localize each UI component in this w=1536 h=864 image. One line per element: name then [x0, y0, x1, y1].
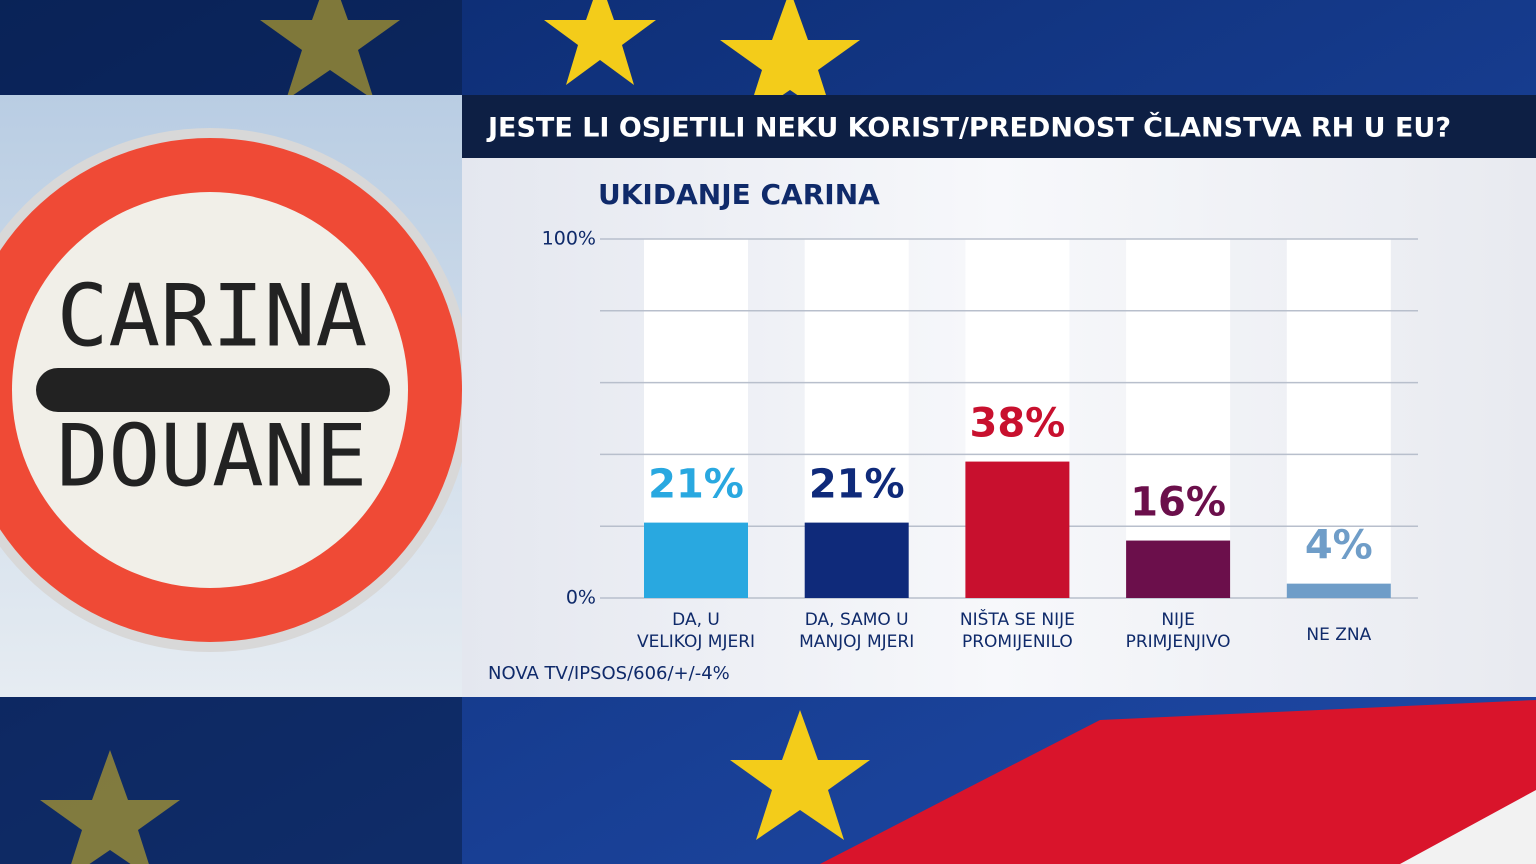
- sign-bar: [36, 368, 390, 412]
- value-label: 21%: [648, 462, 744, 508]
- value-label: 16%: [1130, 480, 1226, 526]
- x-tick-label: NIJE PRIMJENJIVO: [1125, 610, 1231, 652]
- x-tick-label: NIŠTA SE NIJE PROMIJENILO: [959, 610, 1075, 652]
- bar: [1286, 583, 1391, 598]
- bar: [965, 461, 1070, 598]
- value-label: 21%: [809, 462, 905, 508]
- bar-track: [1126, 239, 1231, 598]
- value-label: 4%: [1305, 523, 1373, 569]
- bar-track: [1286, 239, 1391, 598]
- x-tick-label: NE ZNA: [1306, 625, 1372, 645]
- title-bar: [462, 95, 1536, 158]
- x-tick-label: DA, U VELIKOJ MJERI: [636, 610, 756, 652]
- sign-text: CARINA: [57, 266, 368, 366]
- x-tick-label: DA, SAMO U MANJOJ MJERI: [799, 610, 915, 652]
- sign-text: DOUANE: [57, 406, 368, 506]
- flag-white: [1400, 790, 1536, 864]
- chart-title: JESTE LI OSJETILI NEKU KORIST/PREDNOST Č…: [486, 112, 1451, 144]
- bar: [644, 522, 748, 598]
- y-tick-label: 0%: [566, 587, 596, 609]
- flag-red: [820, 700, 1536, 864]
- chart-subtitle: UKIDANJE CARINA: [598, 178, 880, 211]
- y-tick-label: 100%: [542, 228, 596, 250]
- value-label: 38%: [970, 401, 1066, 447]
- bar: [804, 522, 909, 598]
- source: NOVA TV/IPSOS/606/+/-4%: [488, 663, 730, 684]
- stars: [40, 0, 870, 864]
- bar: [1126, 540, 1231, 598]
